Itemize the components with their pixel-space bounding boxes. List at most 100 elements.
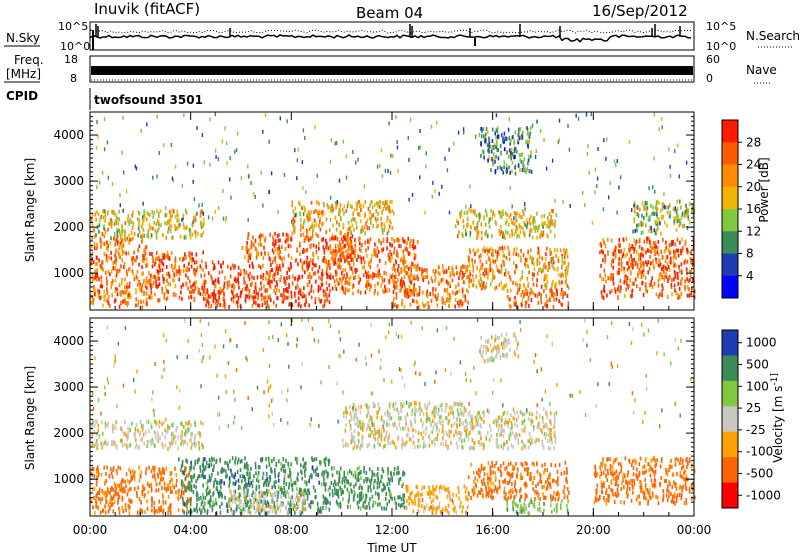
echo-cell xyxy=(510,156,512,161)
echo-cell xyxy=(255,301,257,306)
echo-cell xyxy=(377,291,379,296)
echo-cell xyxy=(656,206,658,211)
echo-cell xyxy=(530,288,533,293)
echo-cell xyxy=(501,286,504,291)
echo-cell xyxy=(624,277,627,282)
echo-cell xyxy=(438,272,441,277)
echo-cell xyxy=(502,139,504,144)
nsky-label: N.Sky xyxy=(6,31,40,45)
echo-cell xyxy=(119,203,121,208)
echo-cell xyxy=(95,145,98,150)
echo-cell xyxy=(96,465,99,470)
echo-cell xyxy=(111,502,113,507)
echo-cell xyxy=(488,136,490,141)
echo-cell xyxy=(136,276,139,281)
echo-cell xyxy=(195,485,197,490)
echo-cell xyxy=(283,277,286,282)
echo-cell xyxy=(350,253,352,258)
echo-cell xyxy=(102,508,105,513)
echo-cell xyxy=(230,289,233,294)
echo-cell xyxy=(167,230,169,234)
echo-cell xyxy=(234,472,236,477)
echo-cell xyxy=(526,126,528,131)
echo-cell xyxy=(546,246,548,251)
echo-cell xyxy=(640,220,643,225)
echo-cell xyxy=(526,263,529,268)
echo-cell xyxy=(519,126,521,131)
echo-cell xyxy=(141,427,144,432)
echo-cell xyxy=(613,248,615,253)
echo-cell xyxy=(128,233,130,238)
echo-cell xyxy=(567,124,569,128)
echo-cell xyxy=(93,496,95,501)
echo-cell xyxy=(452,290,454,295)
echo-cell xyxy=(343,235,345,240)
echo-cell xyxy=(230,266,232,271)
echo-cell xyxy=(103,209,106,214)
echo-cell xyxy=(341,253,344,258)
echo-cell xyxy=(109,241,112,246)
echo-cell xyxy=(633,203,635,208)
echo-cell xyxy=(91,223,94,228)
echo-cell xyxy=(314,300,317,305)
echo-cell xyxy=(623,294,626,299)
echo-cell xyxy=(145,301,148,306)
echo-cell xyxy=(550,293,553,298)
echo-cell xyxy=(642,221,645,226)
echo-cell xyxy=(378,274,380,279)
echo-cell xyxy=(380,283,382,288)
echo-cell xyxy=(462,293,464,298)
echo-cell xyxy=(513,247,516,252)
echo-cell xyxy=(184,466,186,470)
echo-cell xyxy=(533,272,535,277)
echo-cell xyxy=(342,139,345,144)
echo-cell xyxy=(156,509,158,514)
echo-cell xyxy=(497,156,500,161)
echo-cell xyxy=(506,289,509,293)
echo-cell xyxy=(655,260,657,264)
echo-cell xyxy=(319,460,321,465)
echo-cell xyxy=(323,497,326,502)
echo-cell xyxy=(369,209,371,214)
echo-cell xyxy=(331,286,334,291)
echo-cell xyxy=(652,211,655,216)
echo-cell xyxy=(325,217,328,222)
echo-cell xyxy=(377,211,379,216)
echo-cell xyxy=(537,300,540,305)
echo-cell xyxy=(397,264,400,268)
echo-cell xyxy=(348,226,351,231)
echo-cell xyxy=(550,259,553,264)
echo-cell xyxy=(208,474,211,479)
echo-cell xyxy=(95,255,98,260)
echo-cell xyxy=(287,464,290,469)
echo-cell xyxy=(161,253,164,257)
echo-cell xyxy=(288,285,290,290)
echo-cell xyxy=(623,247,626,252)
echo-cell xyxy=(180,479,183,484)
echo-cell xyxy=(603,138,605,143)
echo-cell xyxy=(502,209,504,214)
echo-cell xyxy=(233,287,235,292)
echo-cell xyxy=(133,432,136,437)
echo-cell xyxy=(305,482,308,487)
echo-cell xyxy=(118,304,121,309)
echo-cell xyxy=(399,279,402,284)
echo-cell xyxy=(383,289,385,294)
echo-cell xyxy=(247,233,250,237)
echo-cell xyxy=(281,294,284,299)
echo-cell xyxy=(121,438,123,443)
echo-cell xyxy=(153,274,156,279)
echo-cell xyxy=(96,119,98,124)
echo-cell xyxy=(690,251,692,255)
echo-cell xyxy=(416,239,419,244)
echo-cell xyxy=(653,228,656,233)
echo-cell xyxy=(181,218,183,223)
echo-cell xyxy=(367,246,369,250)
echo-cell xyxy=(399,282,402,287)
echo-cell xyxy=(656,215,659,220)
echo-cell xyxy=(346,235,349,239)
echo-cell xyxy=(306,488,309,493)
echo-cell xyxy=(223,468,225,473)
echo-cell xyxy=(302,464,305,469)
echo-cell xyxy=(525,291,527,296)
